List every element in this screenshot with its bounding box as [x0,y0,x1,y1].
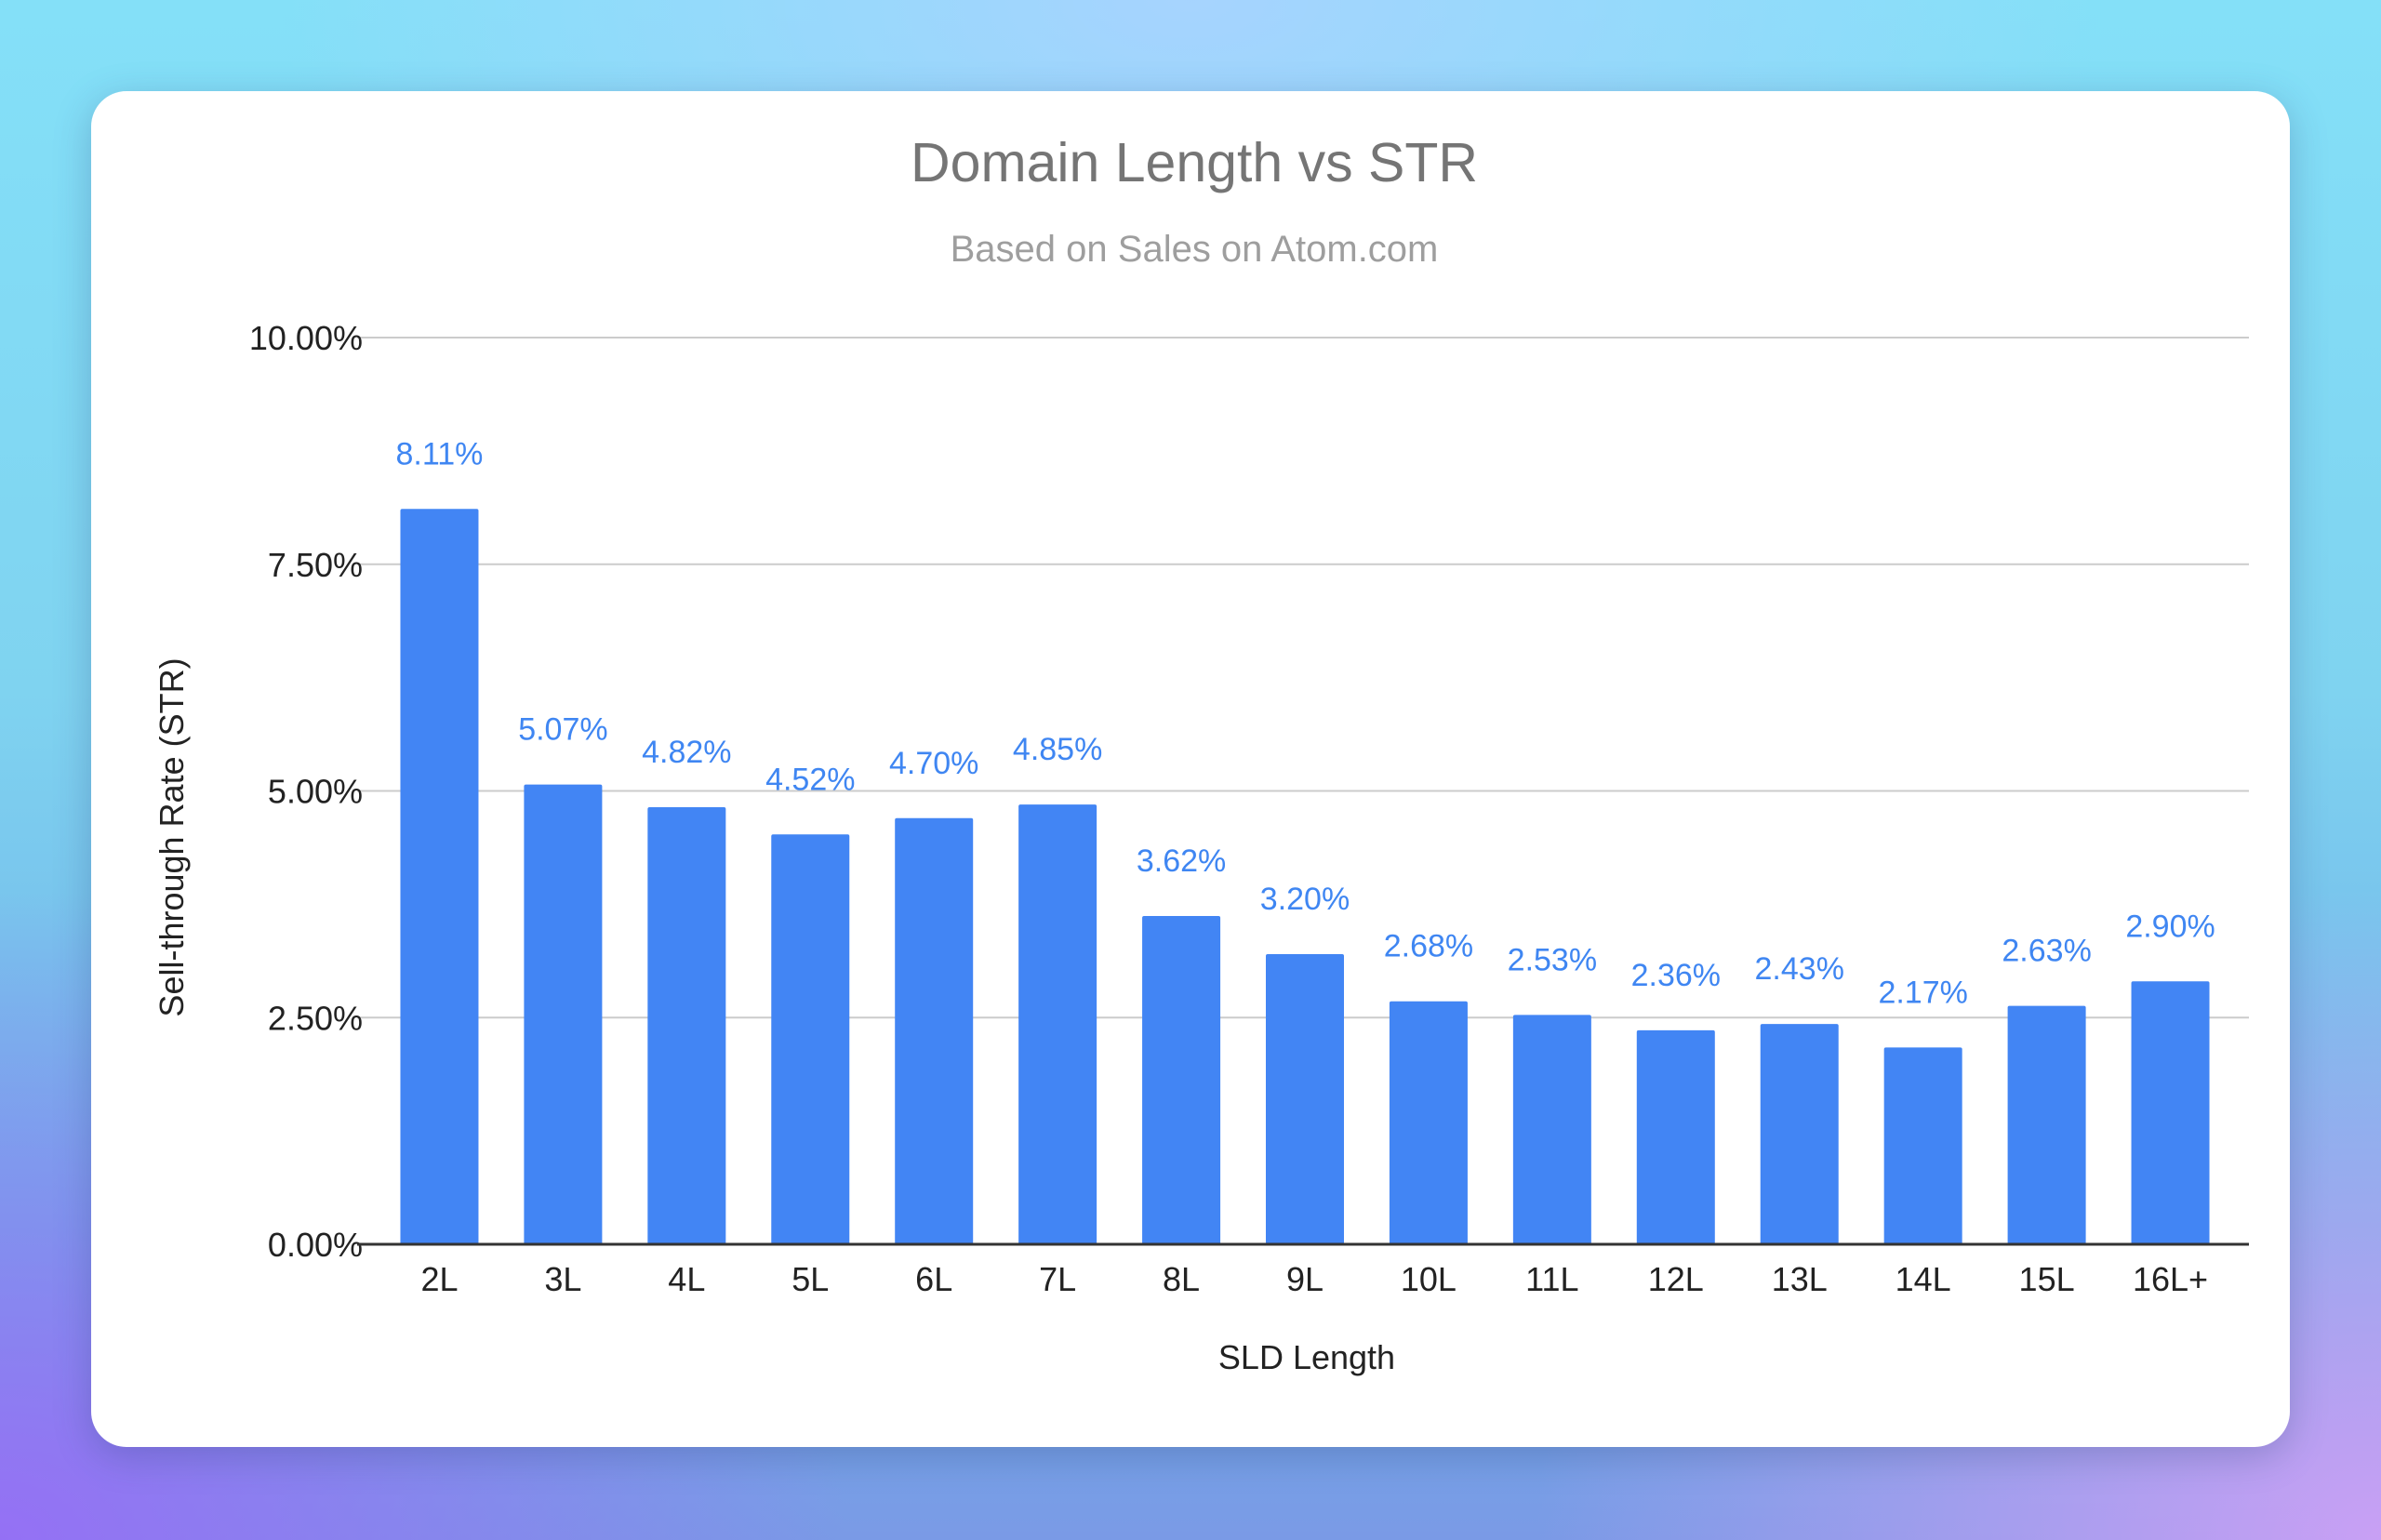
bar-9l [1266,954,1344,1244]
data-label: 5.07% [518,712,607,748]
x-tick-label: 13L [1772,1260,1828,1298]
x-tick-label: 10L [1401,1260,1457,1298]
bar-4l [647,807,726,1244]
x-tick-label: 4L [668,1260,705,1298]
data-labels: 8.11% 5.07% 4.82% 4.52% 4.70% 4.85% 3.62% 3.20%… [396,436,2215,1010]
y-axis-ticks: 0.00% 2.50% 5.00% 7.50% 10.00% [249,319,363,1264]
data-label: 4.82% [642,735,731,770]
data-label: 2.63% [2002,934,2091,969]
chart-card: Domain Length vs STR Based on Sales on A… [91,91,2290,1447]
data-label: 2.36% [1631,958,1721,993]
y-tick-label: 10.00% [249,319,363,357]
data-label: 3.20% [1260,882,1350,917]
data-label: 2.90% [2125,909,2215,944]
data-label: 2.17% [1878,975,1967,1010]
y-tick-label: 0.00% [268,1226,363,1264]
y-tick-label: 5.00% [268,773,363,811]
data-label: 4.52% [765,762,855,797]
data-label: 2.53% [1508,942,1597,977]
x-axis-title: SLD Length [1218,1338,1395,1376]
y-tick-label: 7.50% [268,546,363,584]
x-tick-label: 16L+ [2133,1260,2208,1298]
bar-10l [1389,1001,1468,1244]
x-tick-label: 15L [2019,1260,2075,1298]
bar-16l-plus [2131,981,2210,1244]
data-label: 3.62% [1137,843,1226,879]
x-tick-label: 14L [1895,1260,1951,1298]
data-label: 4.70% [889,746,978,781]
x-axis-ticks: 2L 3L 4L 5L 6L 7L 8L 9L 10L 11L 12L 13L 14L 15L 16L+ [420,1260,2208,1298]
chart-title: Domain Length vs STR [911,132,1478,193]
data-label: 4.85% [1013,732,1102,767]
bar-15l [2007,1005,2086,1244]
data-label: 2.43% [1755,951,1844,987]
y-tick-label: 2.50% [268,999,363,1037]
bar-chart: Domain Length vs STR Based on Sales on A… [153,132,2249,1376]
x-tick-label: 8L [1163,1260,1200,1298]
bar-8l [1142,916,1221,1244]
bar-13l [1760,1024,1839,1244]
chart-subtitle: Based on Sales on Atom.com [951,229,1439,270]
x-tick-label: 11L [1525,1260,1578,1298]
bar-14l [1883,1047,1962,1244]
x-tick-label: 5L [791,1260,829,1298]
bar-11l [1512,1015,1591,1244]
data-label: 2.68% [1384,929,1473,964]
data-label: 8.11% [396,436,484,471]
x-tick-label: 2L [420,1260,458,1298]
bars [400,509,2210,1244]
bar-12l [1636,1029,1715,1244]
bar-3l [524,784,603,1244]
x-tick-label: 6L [915,1260,952,1298]
y-axis-title: Sell-through Rate (STR) [153,657,191,1016]
bar-5l [771,834,850,1244]
bar-6l [895,817,974,1244]
bar-2l [400,509,479,1244]
x-tick-label: 12L [1648,1260,1704,1298]
x-tick-label: 7L [1039,1260,1076,1298]
x-tick-label: 3L [544,1260,581,1298]
x-tick-label: 9L [1286,1260,1324,1298]
bar-7l [1018,804,1097,1244]
